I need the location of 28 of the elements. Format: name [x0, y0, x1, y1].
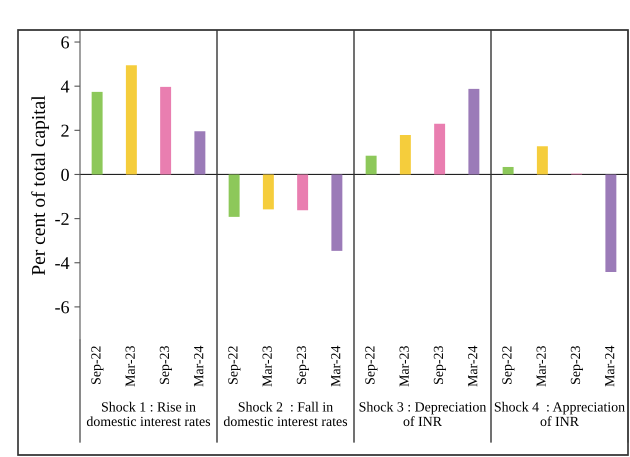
y-tick-label: -4 [55, 257, 70, 270]
text: Shock 2 : Fall in domestic interest rates [224, 402, 348, 426]
x-tick-label: Sep-23 [160, 346, 172, 384]
text: Shock 4 : Appreciation of INR [494, 402, 625, 426]
x-tick-label: Mar-23 [400, 346, 409, 387]
x-tick-label: Mar-24 [605, 346, 614, 387]
y-axis-title: Per cent of total capital [31, 96, 49, 276]
y-tick-label: -6 [55, 301, 70, 314]
x-tick-label: Mar-24 [331, 346, 340, 387]
x-tick-label: Sep-22 [91, 346, 104, 384]
text: Shock 3 : Depreciation of INR [360, 402, 486, 426]
x-tick-label: Sep-22 [228, 346, 240, 384]
x-tick-label: Mar-23 [262, 346, 272, 387]
x-tick-label: Sep-23 [570, 346, 583, 384]
x-tick-label: Mar-24 [194, 346, 204, 387]
y-tick-label: 2 [61, 124, 69, 137]
y-tick-label: 4 [60, 80, 70, 92]
x-tick-label: Mar-24 [468, 346, 478, 387]
x-tick-label: Mar-23 [536, 346, 546, 387]
y-tick-label: 0 [61, 168, 69, 181]
x-tick-label: Mar-23 [126, 346, 135, 387]
x-tick-label: Sep-22 [502, 346, 514, 384]
text: Shock 1 : Rise in domestic interest rates [86, 402, 210, 426]
x-tick-label: Sep-23 [296, 346, 309, 384]
y-tick-label: -2 [55, 212, 69, 225]
y-tick-label: 6 [61, 36, 70, 48]
x-tick-label: Sep-22 [365, 346, 378, 384]
x-tick-label: Sep-23 [434, 346, 446, 384]
